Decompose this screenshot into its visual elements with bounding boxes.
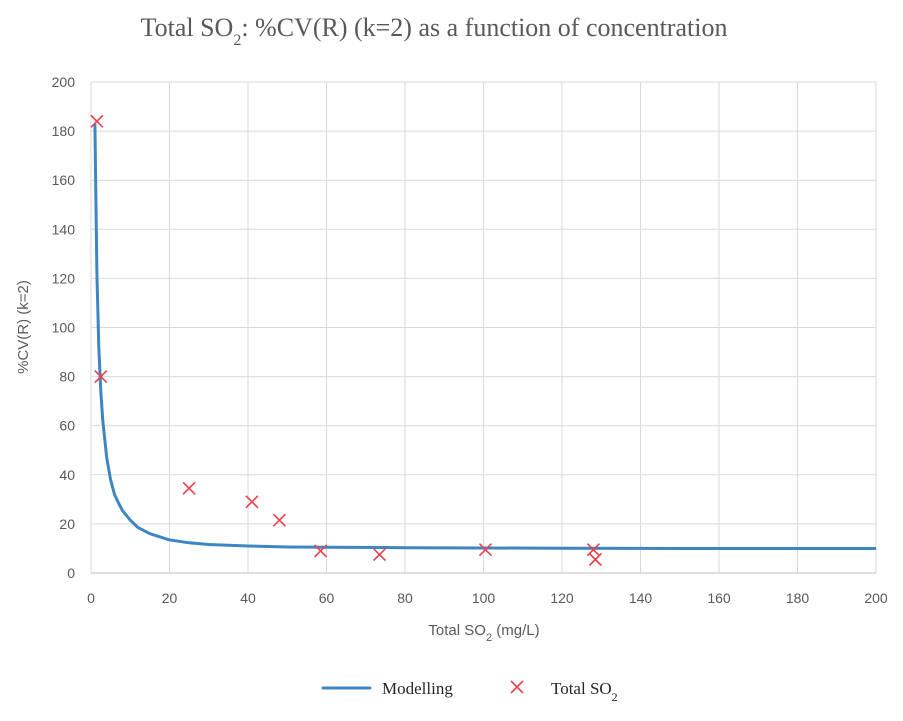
y-tick-label: 100	[52, 320, 76, 336]
y-tick-label: 180	[52, 123, 76, 139]
legend: Modelling Total SO2	[321, 679, 618, 704]
scatter-point	[94, 370, 108, 384]
scatter-point	[588, 552, 602, 567]
axes: 0 20 40 60 80 100 120 140 160 180 200 0 20 40 60 80 100 1…	[52, 74, 888, 606]
y-axis-title: %CV(R) (k=2)	[15, 280, 32, 374]
y-tick-label: 0	[67, 565, 75, 581]
x-axis-title: Total SO2 (mg/L)	[428, 622, 539, 644]
legend-label-modelling: Modelling	[382, 679, 453, 698]
legend-label-total-so2: Total SO2	[551, 679, 618, 704]
y-tick-label: 20	[59, 516, 75, 532]
x-tick-label: 0	[87, 590, 95, 606]
y-tick-label: 120	[52, 270, 76, 286]
x-tick-label: 180	[786, 590, 810, 606]
modelling-line	[93, 123, 876, 550]
x-tick-label: 60	[319, 590, 335, 606]
y-tick-label: 200	[52, 74, 76, 90]
scatter-point	[478, 543, 493, 557]
y-tick-label: 80	[59, 369, 75, 385]
y-tick-label: 140	[52, 221, 76, 237]
x-tick-label: 80	[397, 590, 413, 606]
scatter-point	[272, 513, 286, 527]
grid	[90, 81, 877, 574]
x-tick-label: 20	[162, 590, 178, 606]
plot-area	[90, 114, 876, 567]
y-tick-label: 40	[59, 467, 75, 483]
x-tick-label: 160	[707, 590, 731, 606]
x-tick-label: 200	[864, 590, 888, 606]
legend-x-marker	[510, 680, 524, 694]
chart-title: Total SO2: %CV(R) (k=2) as a function of…	[141, 13, 728, 49]
x-tick-label: 120	[550, 590, 574, 606]
x-tick-label: 140	[629, 590, 653, 606]
scatter-point	[372, 548, 387, 562]
scatter-point	[314, 544, 328, 558]
scatter-point	[182, 481, 196, 495]
scatter-point	[90, 114, 104, 128]
x-tick-label: 40	[240, 590, 256, 606]
y-tick-label: 60	[59, 418, 75, 434]
legend-x-icon	[510, 680, 524, 694]
x-tick-label: 100	[472, 590, 496, 606]
scatter-point	[245, 495, 259, 509]
y-tick-label: 160	[52, 172, 76, 188]
